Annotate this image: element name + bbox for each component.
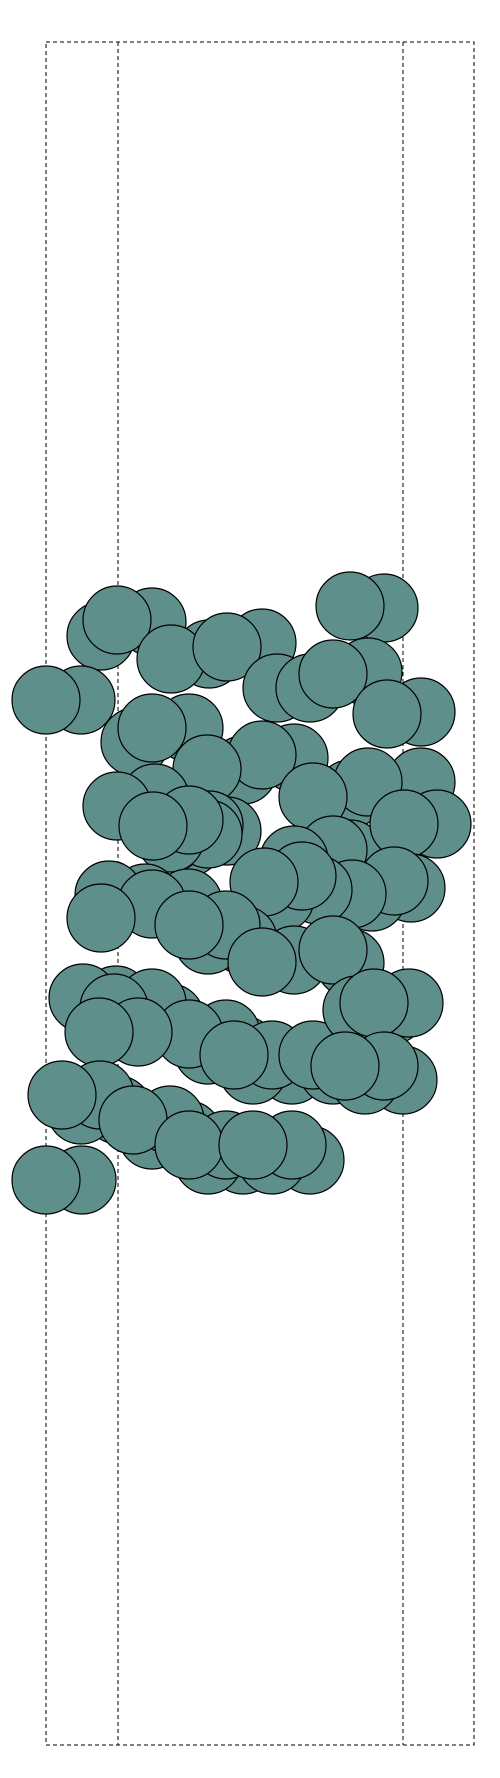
atom — [82, 585, 152, 655]
atom — [298, 639, 368, 709]
unit-cell-outline — [45, 41, 475, 1746]
atom — [339, 968, 409, 1038]
atom — [227, 927, 297, 997]
atom — [27, 1060, 97, 1130]
atom — [310, 1031, 380, 1101]
atom — [118, 791, 188, 861]
atom — [117, 693, 187, 763]
atom — [315, 571, 385, 641]
outer-cell-boundary — [45, 41, 475, 1746]
atom — [154, 1110, 224, 1180]
atom — [11, 1145, 81, 1215]
atom — [298, 915, 368, 985]
atom — [199, 1020, 269, 1090]
atom — [218, 1110, 288, 1180]
atom — [154, 890, 224, 960]
atom — [66, 883, 136, 953]
atom — [192, 612, 262, 682]
atom — [11, 665, 81, 735]
atom — [369, 789, 439, 859]
atom — [64, 997, 134, 1067]
atom — [352, 679, 422, 749]
atom-layer — [11, 571, 472, 1215]
